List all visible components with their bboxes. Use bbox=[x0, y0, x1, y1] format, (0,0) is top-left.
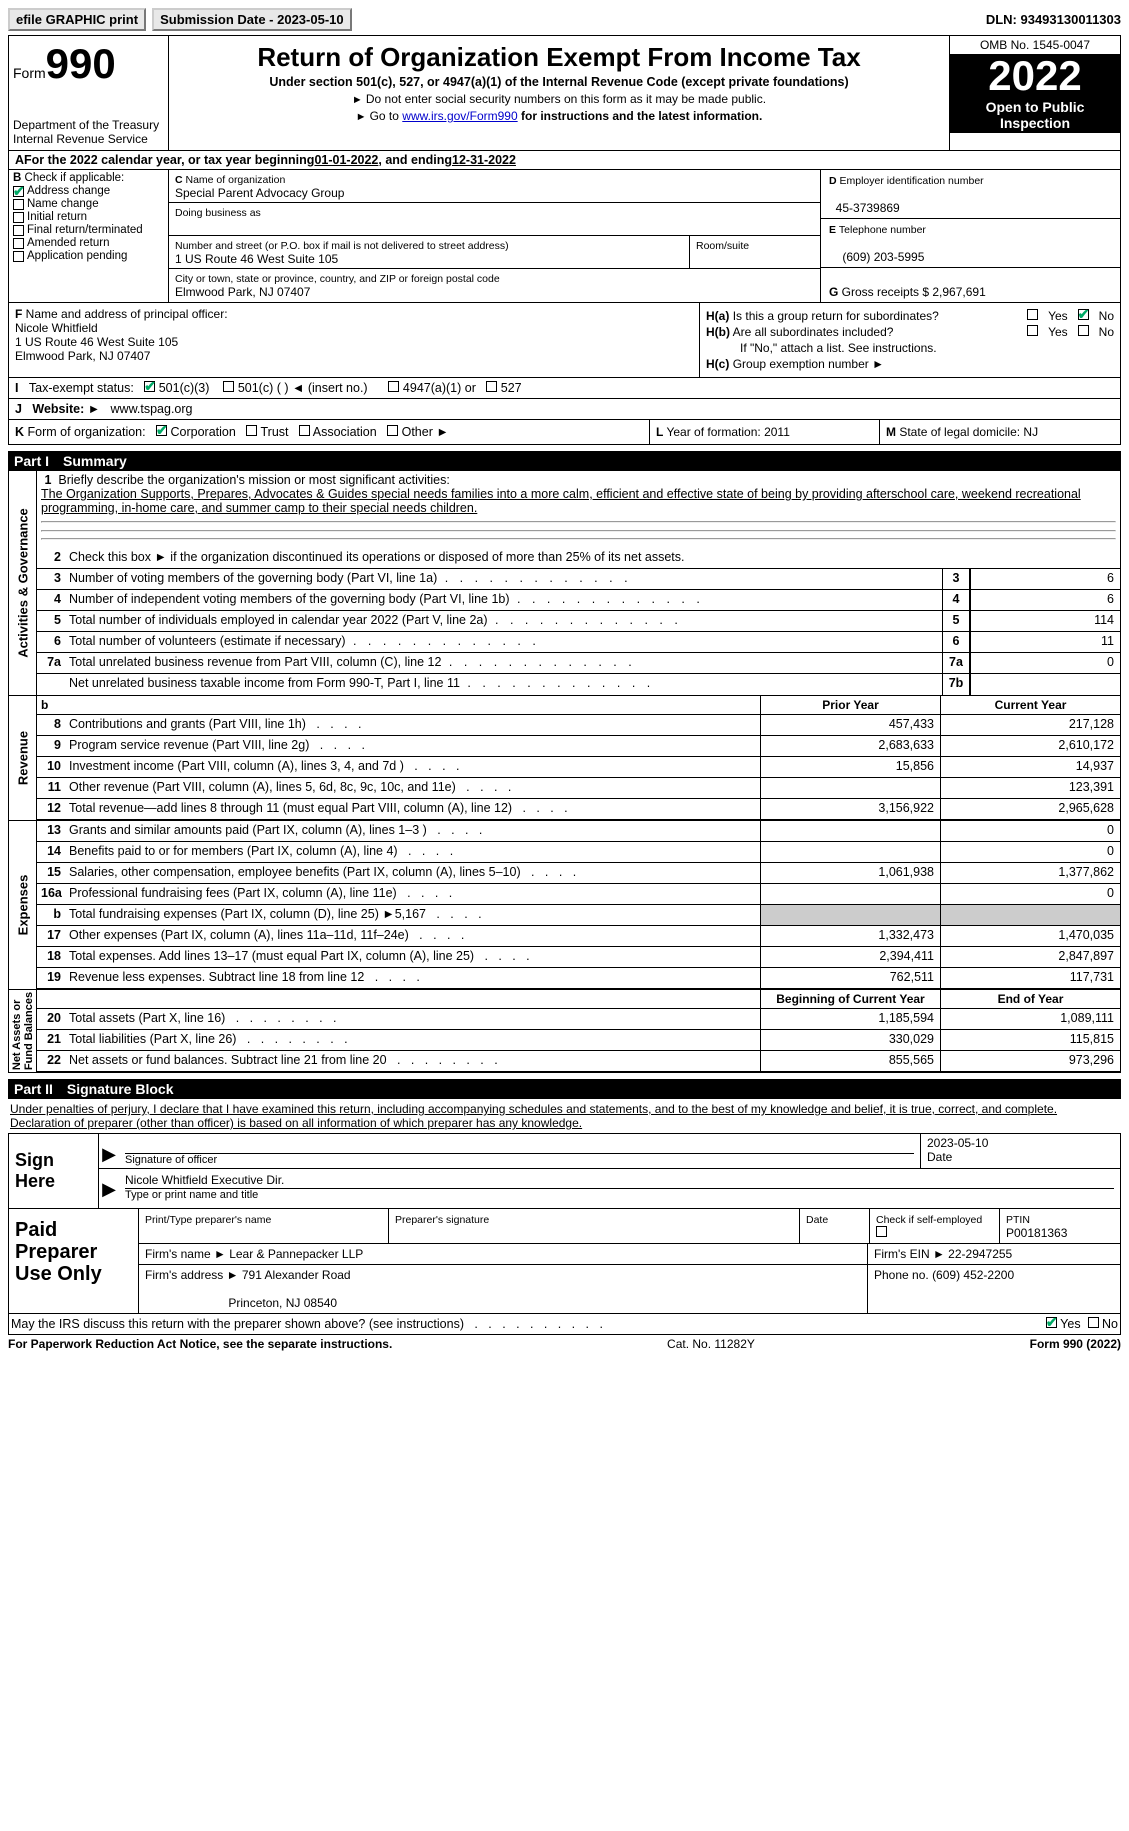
vlabel-exp: Expenses bbox=[15, 875, 30, 936]
vlabel-rev: Revenue bbox=[15, 731, 30, 785]
line22: 22Net assets or fund balances. Subtract … bbox=[37, 1051, 1120, 1072]
line16a: 16aProfessional fundraising fees (Part I… bbox=[37, 884, 1120, 905]
ein-cell: D Employer identification number 45-3739… bbox=[821, 170, 1120, 219]
chk-other[interactable] bbox=[387, 425, 398, 436]
line14: 14Benefits paid to or for members (Part … bbox=[37, 842, 1120, 863]
line6: 6Total number of volunteers (estimate if… bbox=[37, 632, 1120, 653]
line7a: 7aTotal unrelated business revenue from … bbox=[37, 653, 1120, 674]
chk-address-change[interactable]: Address change bbox=[13, 185, 164, 197]
chk-trust[interactable] bbox=[246, 425, 257, 436]
line3: 3Number of voting members of the governi… bbox=[37, 569, 1120, 590]
city-cell: City or town, state or province, country… bbox=[169, 269, 820, 301]
discuss-row: May the IRS discuss this return with the… bbox=[8, 1314, 1121, 1335]
chk-name-change[interactable]: Name change bbox=[13, 198, 164, 210]
line12: 12Total revenue—add lines 8 through 11 (… bbox=[37, 799, 1120, 820]
sig-arrow-icon: ▶ bbox=[99, 1134, 119, 1168]
vlabel-na: Net Assets orFund Balances bbox=[11, 992, 35, 1070]
chk-4947[interactable] bbox=[388, 381, 399, 392]
line10: 10Investment income (Part VIII, column (… bbox=[37, 757, 1120, 778]
chk-527[interactable] bbox=[486, 381, 497, 392]
chk-self-employed[interactable] bbox=[876, 1226, 887, 1237]
sig-arrow-icon: ▶ bbox=[99, 1169, 119, 1203]
chk-discuss-yes[interactable] bbox=[1046, 1317, 1057, 1328]
form-title: Return of Organization Exempt From Incom… bbox=[177, 42, 941, 73]
chk-initial-return[interactable]: Initial return bbox=[13, 211, 164, 223]
irs-label: Internal Revenue Service bbox=[13, 132, 164, 146]
part1-header: Part ISummary bbox=[8, 451, 1121, 471]
dba-cell: Doing business as bbox=[169, 203, 820, 236]
section-j: J Website: ► www.tspag.org bbox=[8, 399, 1121, 420]
chk-assoc[interactable] bbox=[299, 425, 310, 436]
hb-row: H(b) Are all subordinates included? Yes … bbox=[706, 325, 1114, 339]
hc-row: H(c) Group exemption number ► bbox=[706, 357, 1114, 371]
sig-intro: Under penalties of perjury, I declare th… bbox=[8, 1099, 1121, 1133]
gross-receipts: G Gross receipts $ 2,967,691 bbox=[821, 268, 1120, 302]
netassets-section: Net Assets orFund Balances Beginning of … bbox=[8, 990, 1121, 1073]
line5: 5Total number of individuals employed in… bbox=[37, 611, 1120, 632]
section-k-l-m: K Form of organization: Corporation Trus… bbox=[8, 420, 1121, 445]
line8: 8Contributions and grants (Part VIII, li… bbox=[37, 715, 1120, 736]
line13: 13Grants and similar amounts paid (Part … bbox=[37, 821, 1120, 842]
line21: 21Total liabilities (Part X, line 26) . … bbox=[37, 1030, 1120, 1051]
line17: 17Other expenses (Part IX, column (A), l… bbox=[37, 926, 1120, 947]
chk-corp[interactable] bbox=[156, 425, 167, 436]
colhdr-rev: b Prior YearCurrent Year bbox=[37, 696, 1120, 715]
expenses-section: Expenses 13Grants and similar amounts pa… bbox=[8, 821, 1121, 990]
form-header: Form990 Department of the Treasury Inter… bbox=[8, 35, 1121, 151]
irs-link[interactable]: www.irs.gov/Form990 bbox=[402, 109, 517, 123]
line15: 15Salaries, other compensation, employee… bbox=[37, 863, 1120, 884]
line1: 1 Briefly describe the organization's mi… bbox=[37, 471, 1120, 548]
dln: DLN: 93493130011303 bbox=[986, 12, 1121, 27]
dept-treasury: Department of the Treasury bbox=[13, 118, 164, 132]
line4: 4Number of independent voting members of… bbox=[37, 590, 1120, 611]
ssn-note: Do not enter social security numbers on … bbox=[177, 92, 941, 106]
chk-501c[interactable] bbox=[223, 381, 234, 392]
line9: 9Program service revenue (Part VIII, lin… bbox=[37, 736, 1120, 757]
activities-governance: Activities & Governance 1 Briefly descri… bbox=[8, 471, 1121, 696]
line19: 19Revenue less expenses. Subtract line 1… bbox=[37, 968, 1120, 989]
colhdr-na: Beginning of Current YearEnd of Year bbox=[37, 990, 1120, 1009]
street-room: Number and street (or P.O. box if mail i… bbox=[169, 236, 820, 269]
period-line: A For the 2022 calendar year, or tax yea… bbox=[8, 151, 1121, 170]
top-bar: efile GRAPHIC print Submission Date - 20… bbox=[8, 8, 1121, 31]
chk-501c3[interactable] bbox=[144, 381, 155, 392]
phone-cell: E Telephone number (609) 203-5995 bbox=[821, 219, 1120, 268]
part2-header: Part IISignature Block bbox=[8, 1079, 1121, 1099]
form-number: Form990 bbox=[13, 40, 164, 88]
chk-amended[interactable]: Amended return bbox=[13, 237, 164, 249]
chk-discuss-no[interactable] bbox=[1088, 1317, 1099, 1328]
section-b-c-d: B Check if applicable: Address change Na… bbox=[8, 170, 1121, 303]
hb-note: If "No," attach a list. See instructions… bbox=[706, 341, 1114, 355]
paid-preparer-block: Paid Preparer Use Only Print/Type prepar… bbox=[8, 1209, 1121, 1314]
chk-app-pending[interactable]: Application pending bbox=[13, 250, 164, 262]
section-f-h: F Name and address of principal officer:… bbox=[8, 303, 1121, 378]
line11: 11Other revenue (Part VIII, column (A), … bbox=[37, 778, 1120, 799]
submission-date-button[interactable]: Submission Date - 2023-05-10 bbox=[152, 8, 352, 31]
footer: For Paperwork Reduction Act Notice, see … bbox=[8, 1335, 1121, 1353]
org-name-cell: C Name of organization Special Parent Ad… bbox=[169, 170, 820, 203]
vlabel-ag: Activities & Governance bbox=[15, 508, 30, 658]
efile-print-button[interactable]: efile GRAPHIC print bbox=[8, 8, 146, 31]
line18: 18Total expenses. Add lines 13–17 (must … bbox=[37, 947, 1120, 968]
ha-row: H(a) Is this a group return for subordin… bbox=[706, 309, 1114, 323]
lineb: bTotal fundraising expenses (Part IX, co… bbox=[37, 905, 1120, 926]
form-subtitle: Under section 501(c), 527, or 4947(a)(1)… bbox=[177, 75, 941, 89]
line20: 20Total assets (Part X, line 16) . . . .… bbox=[37, 1009, 1120, 1030]
sign-here-block: Sign Here ▶ Signature of officer 2023-05… bbox=[8, 1133, 1121, 1209]
goto-note: Go to www.irs.gov/Form990 for instructio… bbox=[177, 109, 941, 123]
chk-final-return[interactable]: Final return/terminated bbox=[13, 224, 164, 236]
line2: 2Check this box ► if the organization di… bbox=[37, 548, 1120, 569]
line7b: Net unrelated business taxable income fr… bbox=[37, 674, 1120, 695]
tax-year: 2022 bbox=[950, 55, 1120, 97]
revenue-section: Revenue b Prior YearCurrent Year 8Contri… bbox=[8, 696, 1121, 821]
section-i: I Tax-exempt status: 501(c)(3) 501(c) ( … bbox=[8, 378, 1121, 399]
open-public: Open to Public Inspection bbox=[950, 97, 1120, 133]
